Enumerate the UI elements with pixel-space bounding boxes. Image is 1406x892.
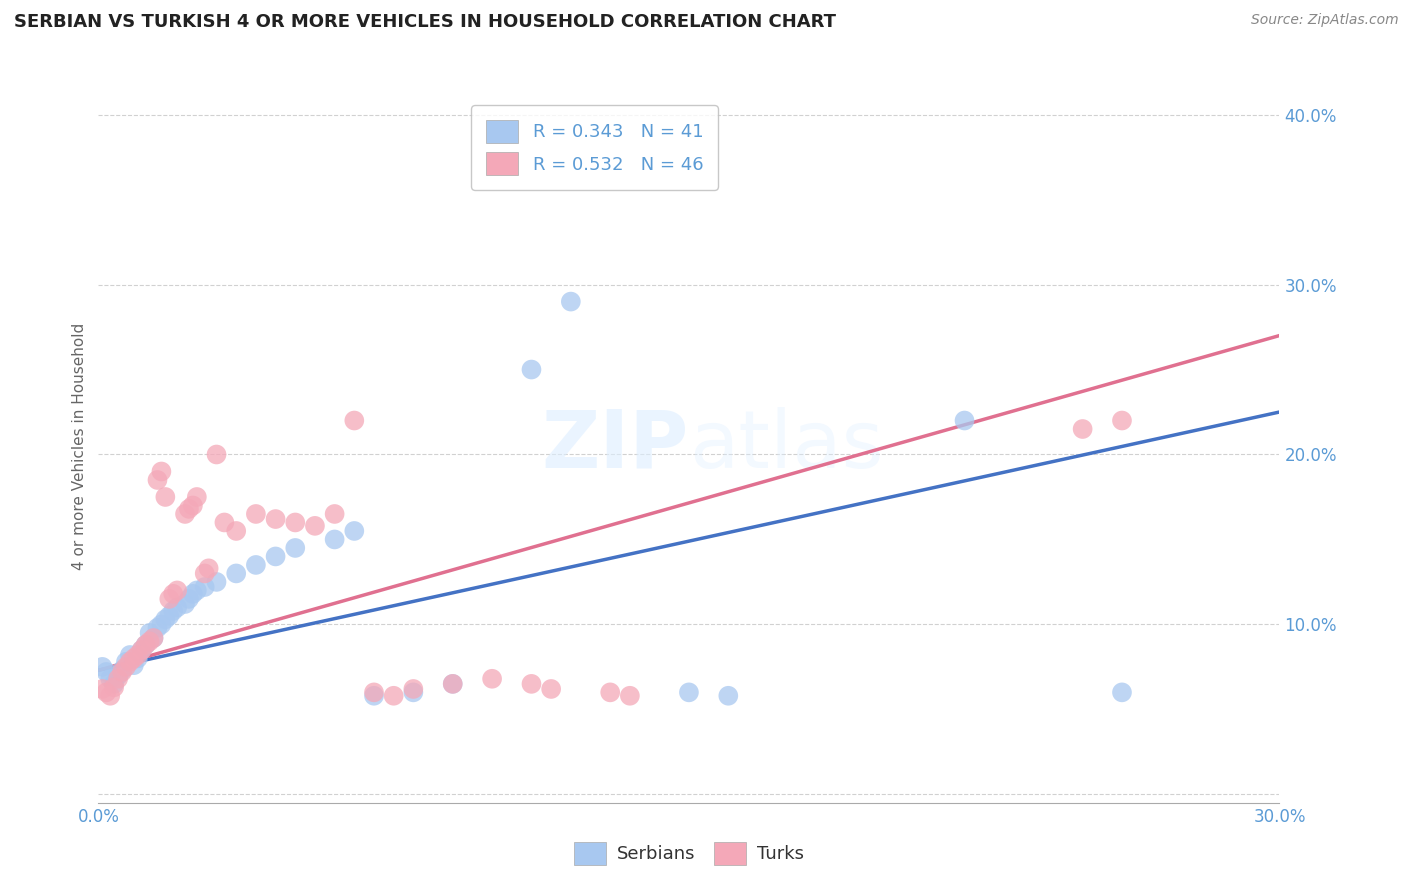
Point	[157, 608, 180, 623]
Point	[162, 604, 184, 618]
Point	[194, 580, 217, 594]
Point	[131, 643, 153, 657]
Point	[402, 681, 425, 696]
Point	[162, 587, 184, 601]
Point	[560, 294, 582, 309]
Point	[115, 655, 138, 669]
Point	[166, 600, 188, 615]
Point	[717, 689, 740, 703]
Point	[138, 634, 160, 648]
Point	[186, 490, 208, 504]
Point	[131, 643, 153, 657]
Point	[323, 507, 346, 521]
Point	[142, 631, 165, 645]
Point	[363, 685, 385, 699]
Point	[157, 591, 180, 606]
Point	[205, 448, 228, 462]
Point	[284, 516, 307, 530]
Point	[181, 499, 204, 513]
Point	[343, 413, 366, 427]
Point	[118, 655, 141, 669]
Point	[441, 677, 464, 691]
Point	[122, 658, 145, 673]
Y-axis label: 4 or more Vehicles in Household: 4 or more Vehicles in Household	[72, 322, 87, 570]
Point	[150, 617, 173, 632]
Point	[619, 689, 641, 703]
Legend: Serbians, Turks: Serbians, Turks	[567, 835, 811, 872]
Point	[111, 663, 134, 677]
Point	[323, 533, 346, 547]
Point	[91, 660, 114, 674]
Point	[142, 631, 165, 645]
Point	[194, 566, 217, 581]
Point	[166, 583, 188, 598]
Point	[107, 672, 129, 686]
Point	[214, 516, 236, 530]
Point	[481, 672, 503, 686]
Point	[402, 685, 425, 699]
Point	[91, 681, 114, 696]
Point	[197, 561, 219, 575]
Point	[382, 689, 405, 703]
Point	[150, 465, 173, 479]
Point	[678, 685, 700, 699]
Point	[304, 519, 326, 533]
Point	[146, 473, 169, 487]
Point	[441, 677, 464, 691]
Point	[181, 587, 204, 601]
Point	[205, 574, 228, 589]
Point	[111, 665, 134, 679]
Point	[1071, 422, 1094, 436]
Point	[520, 677, 543, 691]
Point	[103, 677, 125, 691]
Text: SERBIAN VS TURKISH 4 OR MORE VEHICLES IN HOUSEHOLD CORRELATION CHART: SERBIAN VS TURKISH 4 OR MORE VEHICLES IN…	[14, 13, 837, 31]
Point	[96, 665, 118, 679]
Point	[98, 689, 121, 703]
Point	[225, 566, 247, 581]
Text: ZIP: ZIP	[541, 407, 689, 485]
Point	[127, 651, 149, 665]
Point	[343, 524, 366, 538]
Point	[98, 672, 121, 686]
Point	[107, 668, 129, 682]
Point	[122, 651, 145, 665]
Point	[264, 549, 287, 564]
Point	[103, 680, 125, 694]
Point	[245, 507, 267, 521]
Point	[146, 621, 169, 635]
Point	[96, 685, 118, 699]
Point	[540, 681, 562, 696]
Point	[174, 597, 197, 611]
Point	[520, 362, 543, 376]
Point	[953, 413, 976, 427]
Point	[127, 648, 149, 662]
Point	[138, 626, 160, 640]
Point	[115, 660, 138, 674]
Point	[177, 501, 200, 516]
Point	[135, 638, 157, 652]
Point	[245, 558, 267, 572]
Text: Source: ZipAtlas.com: Source: ZipAtlas.com	[1251, 13, 1399, 28]
Point	[225, 524, 247, 538]
Point	[264, 512, 287, 526]
Point	[174, 507, 197, 521]
Point	[186, 583, 208, 598]
Text: atlas: atlas	[689, 407, 883, 485]
Point	[363, 689, 385, 703]
Point	[155, 612, 177, 626]
Point	[155, 490, 177, 504]
Point	[1111, 413, 1133, 427]
Point	[284, 541, 307, 555]
Point	[1111, 685, 1133, 699]
Point	[599, 685, 621, 699]
Point	[177, 591, 200, 606]
Point	[118, 648, 141, 662]
Point	[135, 638, 157, 652]
